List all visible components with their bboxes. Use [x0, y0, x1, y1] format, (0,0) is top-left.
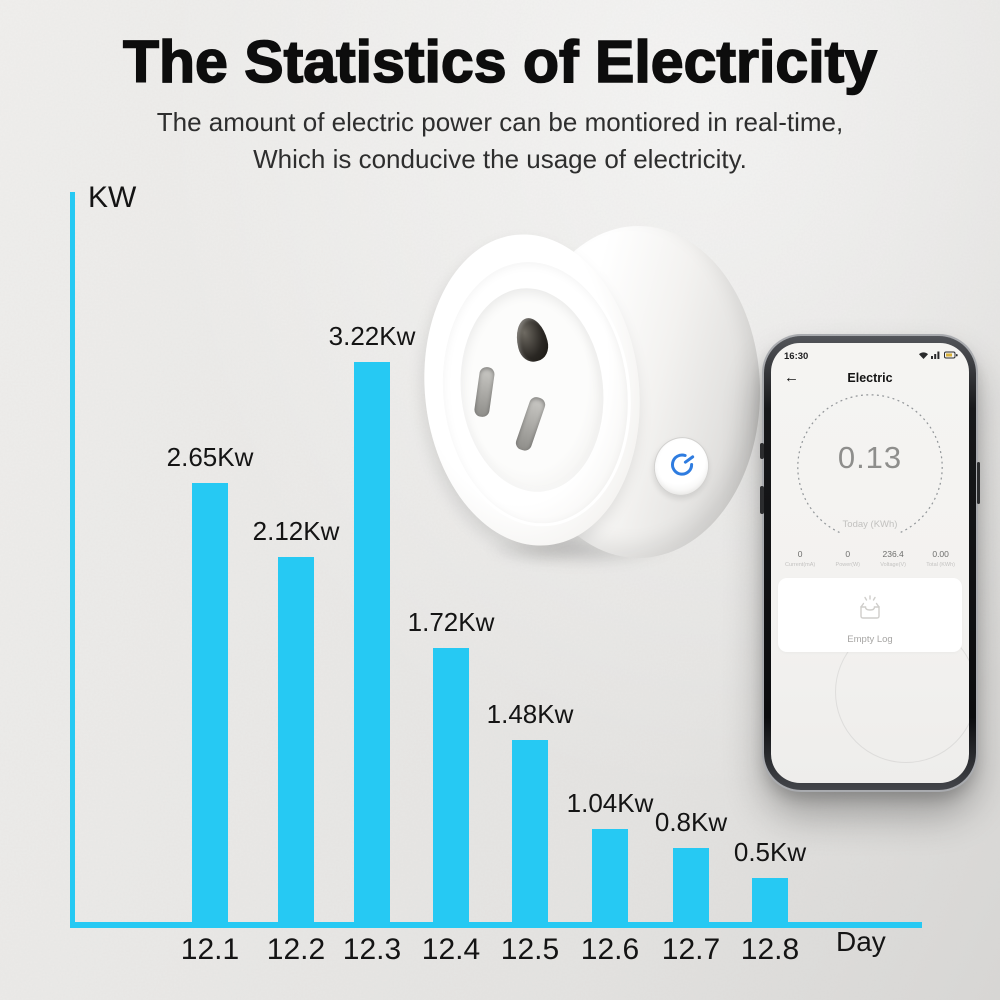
empty-log-icon [855, 594, 885, 627]
bar-value-label: 1.72Kw [407, 607, 495, 637]
stat-label: Voltage(V) [880, 562, 906, 568]
x-axis [70, 922, 922, 928]
bar-12.5 [512, 740, 548, 922]
bar-12.2 [278, 557, 314, 922]
bar-12.3 [354, 362, 390, 922]
phone-volume-button [760, 443, 764, 459]
stat-item: 236.4 Voltage(V) [880, 549, 906, 568]
bar-12.4 [433, 648, 469, 922]
x-tick-label: 12.6 [580, 933, 640, 966]
wifi-icon [918, 347, 929, 365]
stat-label: Current(mA) [785, 562, 816, 568]
bar-value-label: 0.5Kw [733, 837, 807, 867]
stat-value: 0 [845, 549, 851, 559]
status-time: 16:30 [784, 350, 809, 362]
bar-value-label: 2.12Kw [252, 516, 340, 546]
x-tick-label: 12.5 [500, 933, 560, 966]
bar-value-label: 3.22Kw [328, 321, 416, 351]
stat-label: Total (KWh) [926, 562, 955, 568]
bar-12.6 [592, 829, 628, 922]
smart-plug [409, 222, 765, 573]
stat-value: 236.4 [882, 549, 904, 559]
y-axis [70, 192, 75, 928]
stat-item: 0.00 Total (KWh) [926, 549, 955, 568]
subtitle-line-2: Which is conducive the usage of electric… [253, 144, 747, 174]
app-title: Electric [847, 371, 893, 385]
stat-value: 0.00 [932, 549, 949, 559]
bar-value-label: 2.65Kw [166, 442, 254, 472]
phone-volume-button [760, 486, 764, 514]
stat-item: 0 Power(W) [836, 549, 860, 568]
bar-12.1 [192, 483, 228, 922]
phone-mockup: 16:30 [760, 336, 980, 790]
log-card: Empty Log [778, 578, 962, 652]
x-tick-label: 12.3 [342, 933, 402, 966]
bar-12.7 [673, 848, 709, 922]
signal-icon [931, 347, 942, 365]
x-tick-label: 12.8 [740, 933, 800, 966]
bar-value-label: 1.04Kw [566, 788, 654, 818]
x-tick-label: 12.2 [266, 933, 326, 966]
energy-gauge: 0.13 Today (KWh) [794, 391, 946, 543]
x-tick-label: 12.1 [180, 933, 240, 966]
phone-power-button [976, 462, 980, 504]
gauge-caption: Today (KWh) [842, 519, 898, 530]
x-tick-label: 12.4 [421, 933, 481, 966]
stat-label: Power(W) [835, 562, 860, 568]
x-axis-label: Day [836, 926, 886, 957]
phone-screen: 16:30 [771, 343, 969, 783]
app-nav-bar: ← Electric [771, 369, 969, 389]
subtitle-line-1: The amount of electric power can be mont… [156, 107, 844, 137]
battery-icon [944, 347, 958, 365]
gauge-value: 0.13 [837, 439, 903, 475]
bar-value-label: 0.8Kw [654, 807, 728, 837]
page-title: The Statistics of Electricity [122, 28, 878, 96]
empty-log-text: Empty Log [847, 634, 893, 645]
y-axis-label: KW [88, 181, 137, 214]
stat-value: 0 [797, 549, 803, 559]
bar-12.8 [752, 878, 788, 922]
x-tick-label: 12.7 [661, 933, 721, 966]
bar-value-label: 1.48Kw [486, 699, 574, 729]
stat-item: 0 Current(mA) [785, 549, 815, 568]
phone-stats-row: 0 Current(mA) 0 Power(W) 236.4 Voltage(V) 0.00… [771, 549, 969, 568]
status-bar: 16:30 [784, 347, 958, 365]
power-icon [663, 446, 701, 487]
